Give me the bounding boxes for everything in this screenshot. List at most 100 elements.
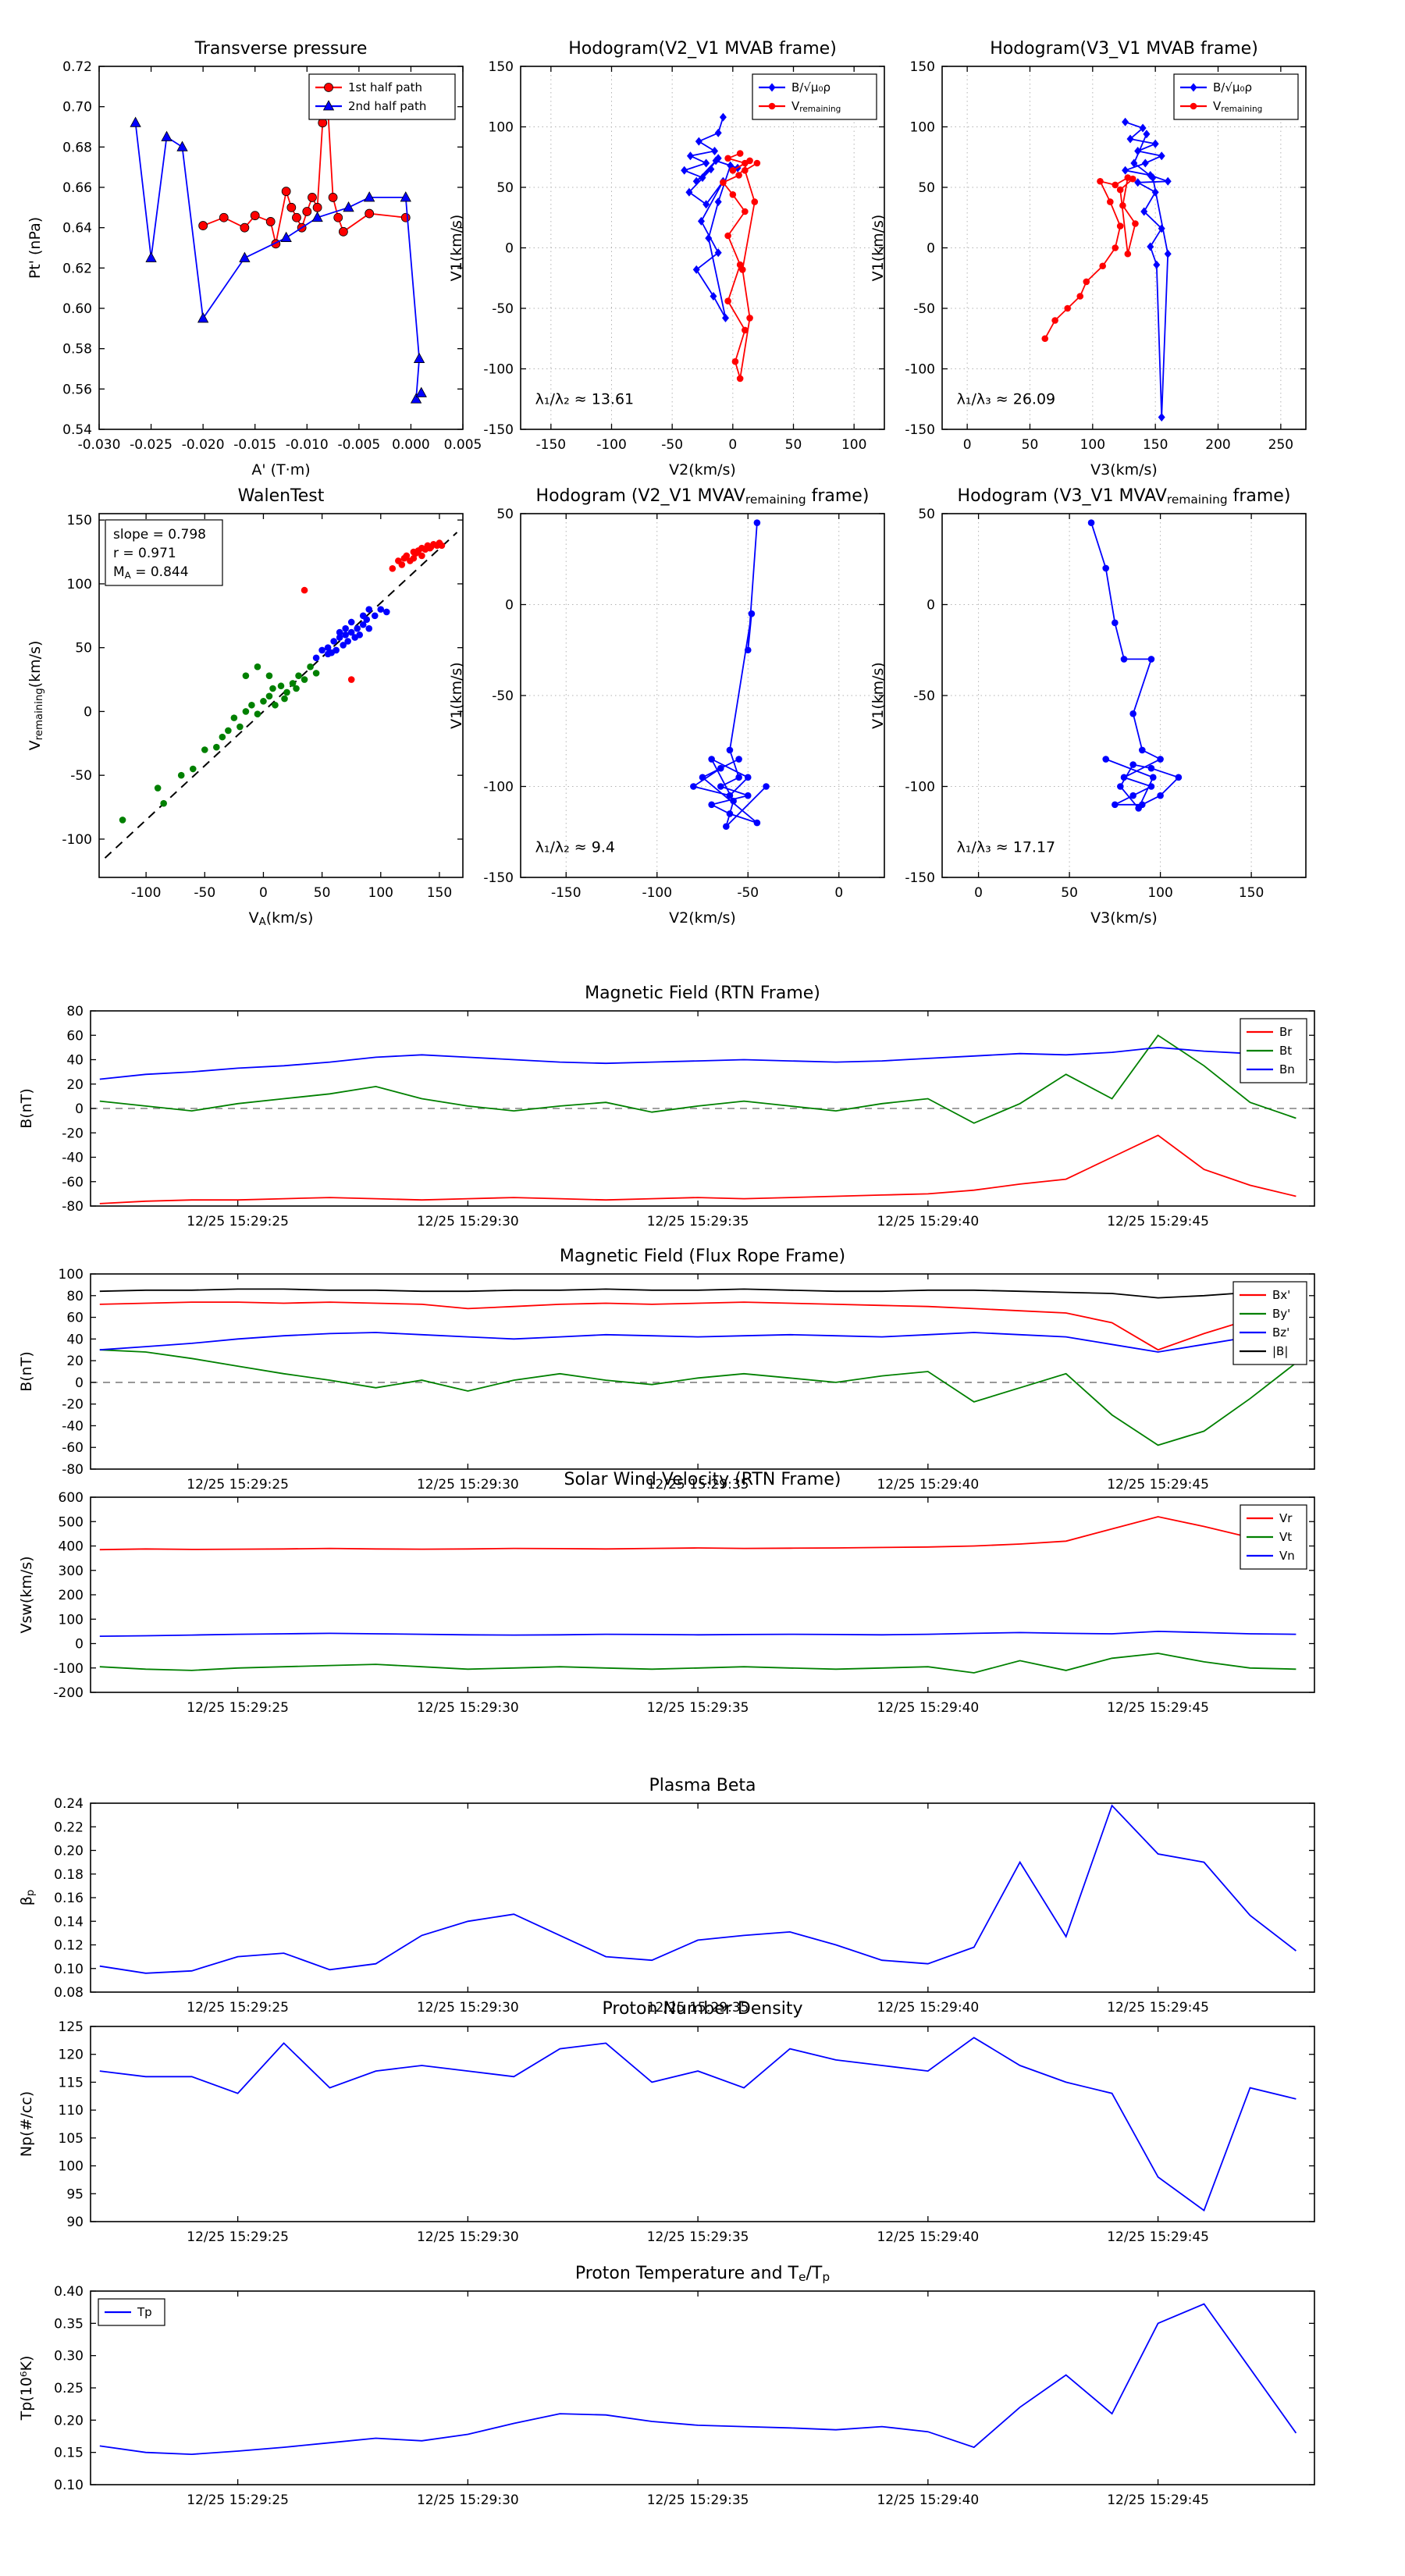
legend-label: Vremaining <box>1213 99 1262 114</box>
y-tick-label: 0.20 <box>54 1844 84 1859</box>
y-tick-label: 0.20 <box>54 2413 84 2428</box>
y-tick-label: 0.68 <box>62 140 92 155</box>
y-tick-label: -100 <box>53 1661 84 1677</box>
series-vt <box>99 1653 1297 1674</box>
chart-plasma-beta: 12/25 15:29:25 12/25 15:29:30 12/25 15:29:… <box>18 1776 1315 2016</box>
y-tick-label: 80 <box>66 1004 84 1019</box>
annotation: λ₁/λ₂ ≈ 9.4 <box>535 838 615 856</box>
axes-frame <box>90 2026 1315 2222</box>
legend-label: Vr <box>1279 1511 1293 1525</box>
x-tick-label: 12/25 15:29:45 <box>1107 2000 1209 2016</box>
y-tick-label: 0.70 <box>62 100 92 116</box>
legend: B/√μ₀ρ Vremaining <box>1173 73 1299 120</box>
series-layer <box>99 1288 1297 1446</box>
series-np <box>99 2037 1297 2212</box>
y-axis-label: V1(km/s) <box>448 215 465 282</box>
stats-box: slope = 0.798 r = 0.971 MA = 0.844 <box>105 519 223 586</box>
y-tick-label: 105 <box>59 2131 84 2147</box>
x-tick-label: 12/25 15:29:25 <box>187 2229 289 2245</box>
y-tick-label: 0.58 <box>62 342 92 358</box>
y-tick-label: -100 <box>62 832 92 848</box>
x-tick-label: 0 <box>963 437 972 453</box>
axes-frame <box>90 1273 1315 1470</box>
y-tick-label: 50 <box>496 180 514 196</box>
axes-ticks: -150 -100 -50 0 -150 -100 -50 0 50 <box>483 507 884 901</box>
y-tick-label: 400 <box>59 1539 84 1555</box>
y-tick-label: 0.56 <box>62 382 92 397</box>
legend-label: Br <box>1279 1025 1293 1039</box>
y-tick-label: 0.72 <box>62 59 92 75</box>
y-tick-label: 0.10 <box>54 1962 84 1977</box>
x-tick-label: -150 <box>551 885 582 901</box>
y-tick-label: -100 <box>483 780 514 795</box>
y-tick-label: 0.35 <box>54 2316 84 2332</box>
y-tick-label: 20 <box>66 1354 84 1369</box>
x-tick-label: 150 <box>427 885 452 901</box>
x-tick-label: 12/25 15:29:40 <box>877 2492 979 2508</box>
x-tick-label: 12/25 15:29:40 <box>877 2229 979 2245</box>
series-markers-walen-red <box>301 539 446 683</box>
legend-label: Bt <box>1279 1044 1292 1058</box>
series-layer <box>104 532 458 859</box>
legend-label: Vn <box>1279 1549 1295 1563</box>
x-tick-label: 12/25 15:29:30 <box>417 2229 519 2245</box>
chart-title: Solar Wind Velocity (RTN Frame) <box>564 1470 841 1489</box>
stats-line: slope = 0.798 <box>113 527 206 543</box>
y-tick-label: 115 <box>59 2075 84 2090</box>
y-tick-label: 95 <box>66 2186 84 2202</box>
y-tick-label: 60 <box>66 1311 84 1326</box>
y-tick-label: 0.22 <box>54 1820 84 1835</box>
series-bx-prime <box>99 1301 1297 1351</box>
y-tick-label: 150 <box>910 59 935 75</box>
x-tick-label: 12/25 15:29:40 <box>877 2000 979 2016</box>
axes-ticks: 12/25 15:29:25 12/25 15:29:30 12/25 15:29:… <box>59 1267 1314 1493</box>
series-by-prime <box>99 1349 1297 1446</box>
series-bt <box>99 1034 1297 1124</box>
x-tick-label: 150 <box>1143 437 1168 453</box>
x-tick-label: 12/25 15:29:35 <box>647 2492 749 2508</box>
x-tick-label: 0.005 <box>444 437 482 453</box>
x-tick-label: -0.015 <box>233 437 276 453</box>
y-tick-label: 0 <box>75 1637 84 1653</box>
axes-ticks: 12/25 15:29:25 12/25 15:29:30 12/25 15:29:… <box>54 1796 1314 2016</box>
x-axis-label: VA(km/s) <box>249 909 314 928</box>
y-tick-label: 100 <box>59 2159 84 2175</box>
x-tick-label: 0 <box>834 885 843 901</box>
y-tick-label: 110 <box>59 2103 84 2119</box>
x-tick-label: 12/25 15:29:40 <box>877 1477 979 1493</box>
chart-title: WalenTest <box>238 486 325 506</box>
x-tick-label: 12/25 15:29:25 <box>187 1214 289 1229</box>
y-tick-label: 50 <box>918 507 935 522</box>
y-tick-label: -80 <box>62 1462 84 1478</box>
x-tick-label: 0 <box>259 885 268 901</box>
x-tick-label: 100 <box>368 885 393 901</box>
x-tick-label: 12/25 15:29:45 <box>1107 1700 1209 1716</box>
y-tick-label: 500 <box>59 1514 84 1530</box>
legend: Vr Vt Vn <box>1240 1504 1307 1570</box>
chart-title: Proton Number Density <box>603 1999 803 2019</box>
y-tick-label: -20 <box>62 1397 84 1413</box>
chart-hodogram-v2v1-mvab: -150 -100 -50 0 50 100 -150 -100 -50 0 50 100 150 Hod… <box>448 39 885 479</box>
chart-proton-number-density: 12/25 15:29:25 12/25 15:29:30 12/25 15:29:… <box>18 1999 1315 2245</box>
chart-magnetic-field-flux-rope: 12/25 15:29:25 12/25 15:29:30 12/25 15:29:… <box>18 1247 1315 1493</box>
x-tick-label: -150 <box>536 437 567 453</box>
x-tick-label: 12/25 15:29:45 <box>1107 2492 1209 2508</box>
y-tick-label: 0.66 <box>62 180 92 196</box>
legend-label: B/√μ₀ρ <box>791 80 831 94</box>
y-tick-label: 0.60 <box>62 301 92 317</box>
x-tick-label: 50 <box>785 437 802 453</box>
y-tick-label: 0.64 <box>62 221 92 237</box>
y-tick-label: -100 <box>905 362 935 378</box>
legend-label: B/√μ₀ρ <box>1213 80 1252 94</box>
legend-label: Bz' <box>1272 1325 1289 1340</box>
y-tick-label: 0.54 <box>62 422 92 438</box>
y-axis-label: B(nT) <box>18 1351 35 1392</box>
y-tick-label: -150 <box>483 422 514 438</box>
axes-frame <box>98 66 464 430</box>
series-bz-prime <box>99 1332 1297 1353</box>
y-axis-label: V1(km/s) <box>870 662 887 729</box>
x-tick-label: 12/25 15:29:25 <box>187 1477 289 1493</box>
series-layer <box>99 1804 1297 1974</box>
legend: Br Bt Bn <box>1240 1018 1307 1083</box>
